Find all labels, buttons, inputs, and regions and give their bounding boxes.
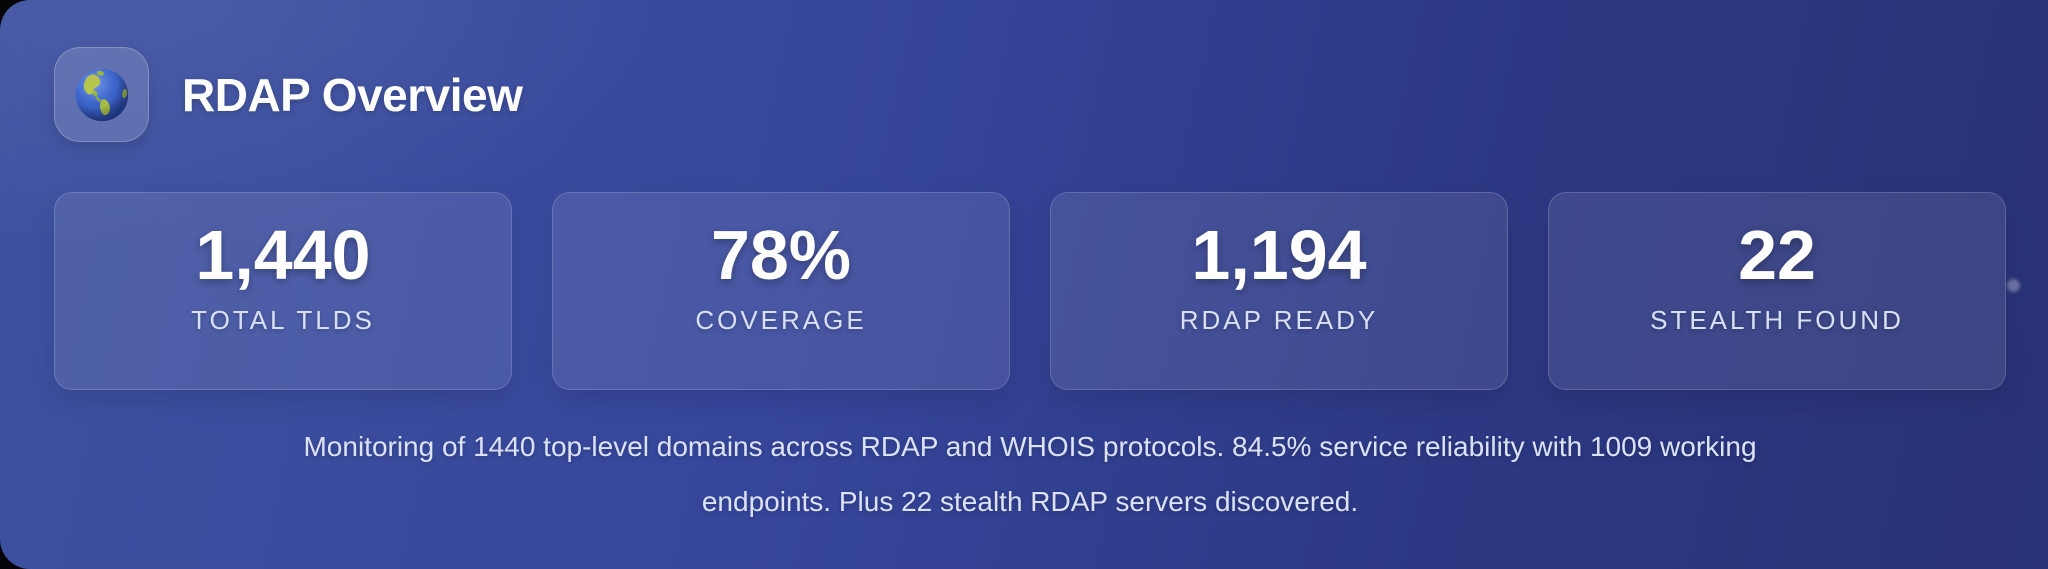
summary-text: Monitoring of 1440 top-level domains acr… bbox=[303, 431, 1757, 517]
globe-icon bbox=[54, 47, 149, 142]
stats-row: 1,440 TOTAL TLDS 78% COVERAGE 1,194 RDAP… bbox=[54, 192, 2006, 390]
page-title: RDAP Overview bbox=[182, 68, 523, 121]
panel-header: RDAP Overview bbox=[54, 47, 2048, 142]
stat-label: TOTAL TLDS bbox=[191, 305, 375, 335]
stat-card-rdap-ready: 1,194 RDAP READY bbox=[1050, 192, 1508, 390]
stat-label: COVERAGE bbox=[695, 305, 867, 335]
stat-card-coverage: 78% COVERAGE bbox=[552, 192, 1010, 390]
stat-label: RDAP READY bbox=[1179, 305, 1379, 335]
stat-value: 1,194 bbox=[1191, 216, 1367, 294]
summary-section: Monitoring of 1440 top-level domains acr… bbox=[54, 419, 2006, 529]
stat-value: 78% bbox=[710, 216, 852, 294]
stat-card-stealth-found: 22 STEALTH FOUND bbox=[1548, 192, 2006, 390]
stat-value: 1,440 bbox=[195, 216, 371, 294]
stat-card-total-tlds: 1,440 TOTAL TLDS bbox=[54, 192, 512, 390]
stat-label: STEALTH FOUND bbox=[1650, 305, 1904, 335]
side-indicator-dot bbox=[2007, 279, 2020, 292]
stat-value: 22 bbox=[1738, 216, 1816, 294]
